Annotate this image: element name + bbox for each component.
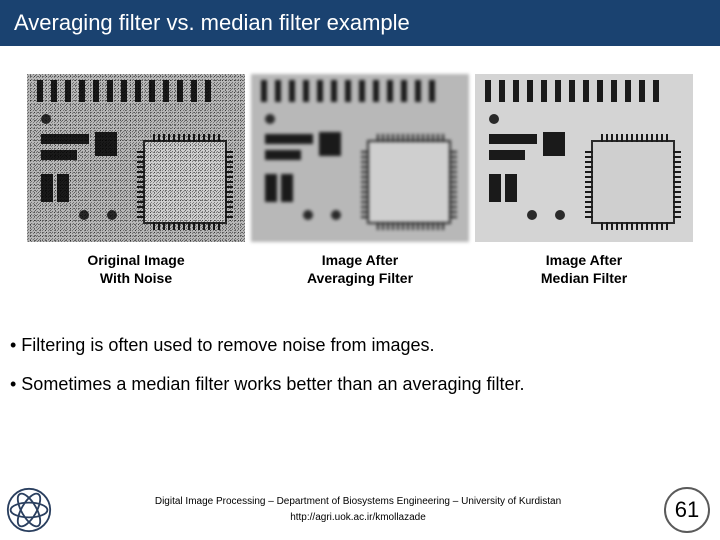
footer-line2: http://agri.uok.ac.ir/kmollazade <box>290 512 426 523</box>
logo-icon <box>6 487 52 533</box>
caption-averaging-l1: Image After <box>322 252 399 268</box>
footer-line1: Digital Image Processing – Department of… <box>155 496 561 507</box>
bullet-list: • Filtering is often used to remove nois… <box>0 335 720 395</box>
bullet-2: • Sometimes a median filter works better… <box>10 374 710 395</box>
pcb-image-median <box>475 74 693 242</box>
page-number-badge: 61 <box>664 487 710 533</box>
pcb-image-averaging <box>251 74 469 242</box>
caption-averaging-l2: Averaging Filter <box>307 270 413 286</box>
bullet-1: • Filtering is often used to remove nois… <box>10 335 710 356</box>
footer-text: Digital Image Processing – Department of… <box>52 494 664 526</box>
caption-averaging: Image After Averaging Filter <box>307 252 413 287</box>
slide-title: Averaging filter vs. median filter examp… <box>14 10 410 35</box>
pcb-image-noise <box>27 74 245 242</box>
image-col-averaging: Image After Averaging Filter <box>251 74 469 287</box>
caption-median-l2: Median Filter <box>541 270 627 286</box>
caption-original: Original Image With Noise <box>87 252 184 287</box>
image-col-median: Image After Median Filter <box>475 74 693 287</box>
image-comparison-row: Original Image With Noise Image After Av… <box>0 74 720 287</box>
slide-footer: Digital Image Processing – Department of… <box>0 480 720 540</box>
page-number: 61 <box>675 497 699 523</box>
caption-median-l1: Image After <box>546 252 623 268</box>
caption-original-l2: With Noise <box>100 270 172 286</box>
caption-original-l1: Original Image <box>87 252 184 268</box>
caption-median: Image After Median Filter <box>541 252 627 287</box>
slide-title-bar: Averaging filter vs. median filter examp… <box>0 0 720 46</box>
image-col-original: Original Image With Noise <box>27 74 245 287</box>
